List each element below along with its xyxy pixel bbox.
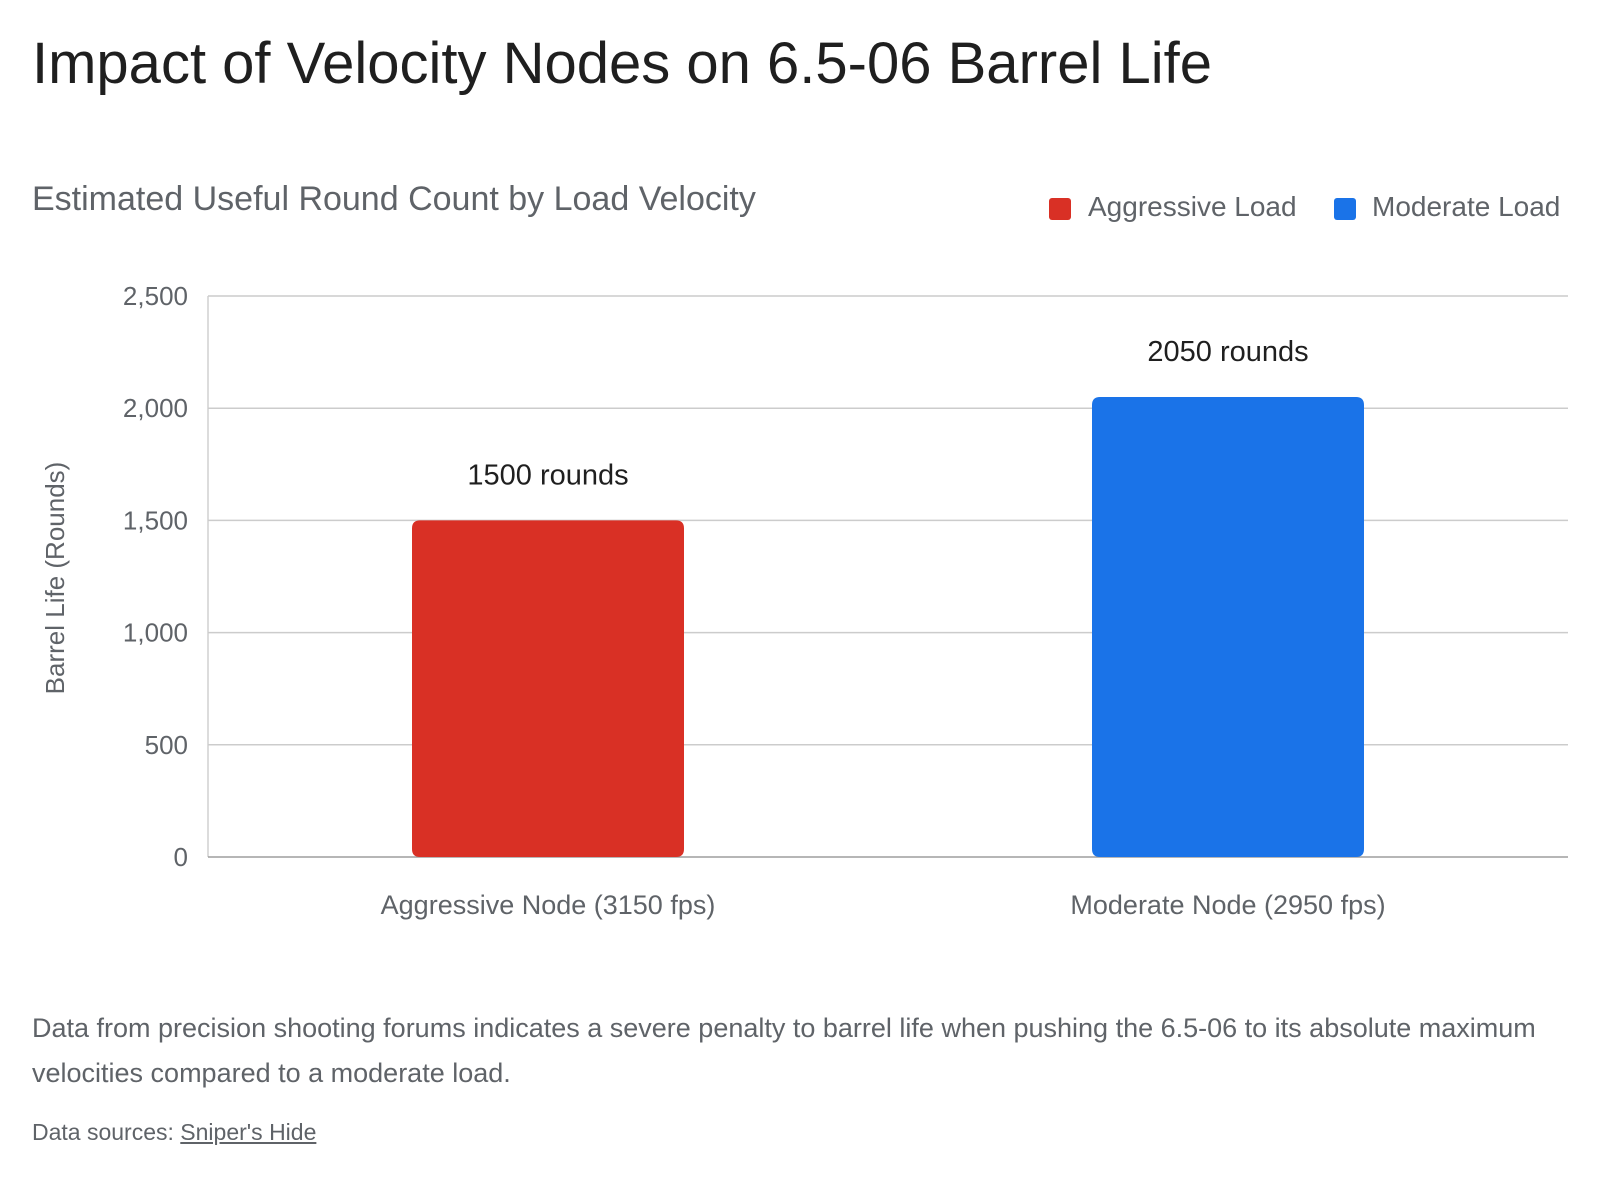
- y-tick-label: 2,000: [123, 393, 188, 423]
- sources-link[interactable]: Sniper's Hide: [180, 1119, 317, 1145]
- sources-label: Data sources:: [32, 1119, 174, 1145]
- legend-swatch-aggressive: [1049, 198, 1071, 220]
- x-tick-label: Moderate Node (2950 fps): [1070, 890, 1385, 920]
- bar: [1092, 396, 1364, 857]
- y-tick-label: 1,500: [123, 505, 188, 535]
- y-tick-label: 1,000: [123, 618, 188, 648]
- legend-label-moderate: Moderate Load: [1372, 191, 1561, 222]
- x-tick-label: Aggressive Node (3150 fps): [381, 890, 716, 920]
- bar: [412, 520, 684, 857]
- y-tick-label: 2,500: [123, 281, 188, 311]
- legend-label-aggressive: Aggressive Load: [1088, 191, 1297, 222]
- page-title: Impact of Velocity Nodes on 6.5-06 Barre…: [32, 31, 1212, 96]
- chart-description: Data from precision shooting forums indi…: [32, 1013, 1536, 1088]
- bar-chart: 0 500 1,000 1,500 2,000 2,500 Aggressive Node…: [40, 281, 1568, 920]
- y-axis-label: Barrel Life (Rounds): [40, 462, 70, 695]
- y-tick-label: 0: [174, 842, 188, 872]
- data-sources: Data sources: Sniper's Hide: [32, 1119, 316, 1146]
- data-label: 1500 rounds: [467, 459, 628, 491]
- data-label: 2050 rounds: [1147, 336, 1308, 368]
- legend-swatch-moderate: [1334, 198, 1356, 220]
- y-tick-label: 500: [145, 730, 188, 760]
- chart-subtitle: Estimated Useful Round Count by Load Vel…: [32, 180, 756, 218]
